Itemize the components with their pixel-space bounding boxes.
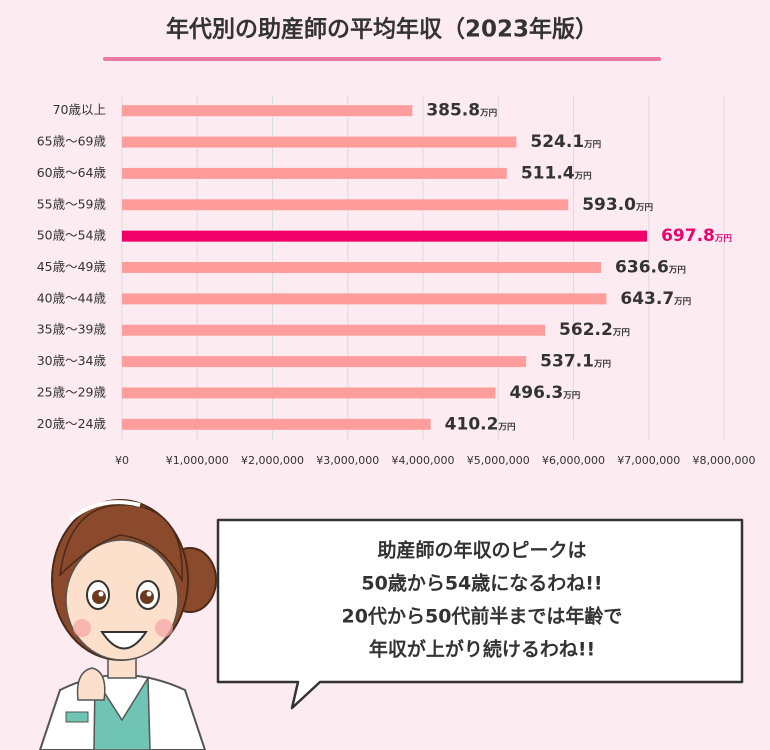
bar	[122, 230, 648, 242]
value-unit: 万円	[635, 202, 653, 212]
value-number: 643.7	[620, 289, 674, 309]
bar	[122, 418, 431, 430]
bar	[122, 105, 413, 117]
value-number: 593.0	[582, 195, 636, 215]
value-label: 643.7万円	[620, 289, 691, 309]
value-unit: 万円	[583, 140, 601, 150]
value-number: 385.8	[426, 101, 480, 121]
chart-title: 年代別の助産師の平均年収（2023年版）	[166, 16, 598, 43]
y-tick-label: 55歳〜59歳	[37, 196, 107, 211]
value-number: 636.6	[615, 258, 669, 278]
y-tick-label: 45歳〜49歳	[37, 259, 107, 274]
value-unit: 万円	[497, 422, 515, 432]
x-tick-label: ¥1,000,000	[166, 454, 229, 467]
value-label: 511.4万円	[521, 163, 592, 183]
y-tick-label: 70歳以上	[53, 102, 106, 117]
plot: ¥0 ¥1,000,000 ¥2,000,000 ¥3,000,000 ¥4,000,0…	[37, 95, 756, 467]
value-number: 496.3	[509, 383, 563, 403]
x-tick-label: ¥7,000,000	[617, 454, 680, 467]
x-tick-label: ¥3,000,000	[316, 454, 379, 467]
value-label: 496.3万円	[509, 383, 580, 403]
value-label: 410.2万円	[445, 414, 516, 434]
value-unit: 万円	[668, 265, 686, 275]
value-unit: 万円	[714, 234, 732, 244]
y-tick-label: 35歳〜39歳	[37, 322, 107, 337]
value-unit: 万円	[562, 390, 580, 400]
bar	[122, 136, 517, 148]
bubble-line: 年収が上がり続けるわね!!	[369, 638, 595, 661]
value-number: 697.8	[661, 226, 715, 246]
value-number: 537.1	[540, 352, 594, 372]
value-label: 524.1万円	[530, 132, 601, 152]
character	[38, 499, 217, 750]
x-tick-label: ¥5,000,000	[467, 454, 530, 467]
value-number: 524.1	[530, 132, 584, 152]
value-number: 410.2	[445, 414, 499, 434]
value-label: 593.0万円	[582, 195, 653, 215]
x-tick-label: ¥8,000,000	[693, 454, 756, 467]
bar	[122, 262, 602, 273]
value-number: 511.4	[521, 163, 575, 183]
bubble-line: 20代から50代前半までは年齢で	[342, 605, 623, 628]
bar	[122, 199, 569, 211]
bubble-line: 助産師の年収のピークは	[377, 539, 586, 562]
value-unit: 万円	[593, 359, 611, 369]
speech-bubble: 助産師の年収のピークは 50歳から54歳になるわね!! 20代から50代前半までは年…	[216, 518, 744, 710]
y-tick-label: 60歳〜64歳	[37, 165, 107, 180]
y-tick-label: 50歳〜54歳	[37, 228, 107, 243]
bubble-text: 助産師の年収のピークは 50歳から54歳になるわね!! 20代から50代前半までは年…	[342, 539, 623, 661]
bar	[122, 356, 527, 368]
y-tick-label: 25歳〜29歳	[37, 384, 107, 399]
bar	[122, 293, 607, 305]
y-tick-label: 20歳〜24歳	[37, 416, 107, 431]
x-tick-label: ¥6,000,000	[542, 454, 605, 467]
bar	[122, 387, 496, 399]
value-unit: 万円	[574, 171, 592, 181]
value-number: 562.2	[559, 320, 613, 340]
value-unit: 万円	[673, 296, 691, 306]
title-underline	[103, 57, 661, 61]
bubble-line: 50歳から54歳になるわね!!	[361, 573, 602, 595]
y-tick-label: 65歳〜69歳	[37, 134, 107, 149]
value-unit: 万円	[479, 108, 497, 118]
value-label: 636.6万円	[615, 258, 686, 278]
y-tick-label: 40歳〜44歳	[37, 290, 107, 305]
y-tick-label: 30歳〜34歳	[37, 353, 107, 368]
value-label: 562.2万円	[559, 320, 630, 340]
x-tick-label: ¥4,000,000	[392, 454, 455, 467]
value-label: 385.8万円	[426, 101, 497, 121]
x-tick-label: ¥2,000,000	[241, 454, 304, 467]
value-unit: 万円	[612, 328, 630, 338]
bar	[122, 167, 507, 179]
value-label: 537.1万円	[540, 352, 611, 372]
bar	[122, 324, 546, 336]
value-label: 697.8万円	[661, 226, 732, 246]
x-tick-label: ¥0	[115, 454, 129, 467]
